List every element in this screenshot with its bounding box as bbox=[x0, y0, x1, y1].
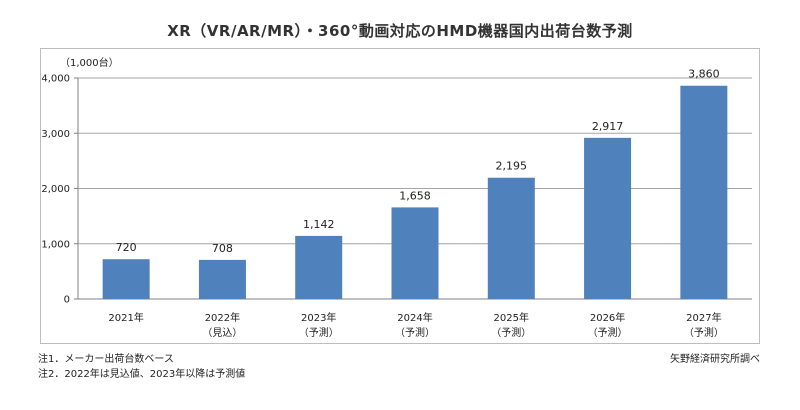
y-tick-label: 3,000 bbox=[41, 129, 70, 140]
bar bbox=[680, 85, 728, 299]
x-tick-sublabel: （予測） bbox=[491, 326, 531, 339]
x-tick-label: 2025年 bbox=[494, 311, 529, 324]
bar bbox=[487, 177, 535, 299]
bar bbox=[102, 259, 150, 299]
bar bbox=[295, 235, 343, 299]
bar-value-label: 720 bbox=[116, 241, 137, 254]
chart-frame bbox=[40, 48, 760, 344]
x-tick-sublabel: （予測） bbox=[684, 326, 724, 339]
bar-value-label: 3,860 bbox=[688, 68, 720, 81]
bar bbox=[198, 259, 246, 299]
bar bbox=[584, 137, 632, 299]
footnote-2: 注2．2022年は見込値、2023年以降は予測値 bbox=[38, 369, 246, 380]
x-tick-label: 2023年 bbox=[301, 311, 336, 324]
footnote-1: 注1．メーカー出荷台数ベース bbox=[38, 354, 174, 365]
y-tick-label: 4,000 bbox=[41, 74, 70, 85]
bar-value-label: 1,658 bbox=[399, 189, 431, 202]
x-tick-sublabel: （見込） bbox=[202, 327, 242, 339]
bar-value-label: 1,142 bbox=[303, 218, 335, 231]
x-tick-sublabel: （予測） bbox=[588, 326, 628, 339]
chart-title: XR（VR/AR/MR）・360°動画対応のHMD機器国内出荷台数予測 bbox=[167, 22, 633, 40]
bar-value-label: 2,917 bbox=[592, 120, 624, 133]
x-tick-label: 2027年 bbox=[686, 311, 721, 324]
x-tick-label: 2022年 bbox=[205, 311, 240, 324]
x-tick-label: 2021年 bbox=[108, 311, 143, 324]
x-tick-sublabel: （予測） bbox=[395, 326, 435, 339]
y-axis-unit-label: （1,000台） bbox=[60, 56, 119, 69]
bar-value-label: 708 bbox=[212, 242, 233, 255]
bar bbox=[391, 207, 439, 299]
x-tick-label: 2024年 bbox=[397, 311, 432, 324]
y-tick-label: 2,000 bbox=[41, 184, 70, 195]
source-credit: 矢野経済研究所調べ bbox=[670, 354, 760, 365]
y-tick-label: 0 bbox=[64, 295, 70, 306]
x-tick-sublabel: （予測） bbox=[299, 326, 339, 339]
x-tick-label: 2026年 bbox=[590, 311, 625, 324]
bar-value-label: 2,195 bbox=[496, 160, 528, 173]
y-tick-label: 1,000 bbox=[41, 239, 70, 250]
